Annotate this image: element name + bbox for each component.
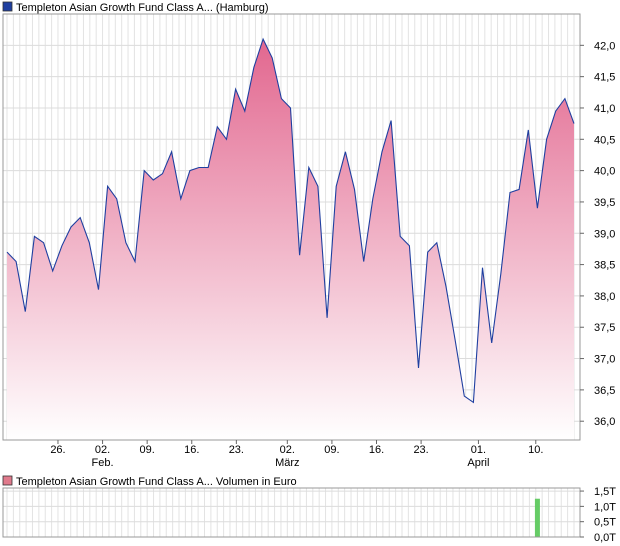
volume-y-tick-label: 1,5T xyxy=(594,486,616,498)
price-x-tick-month: März xyxy=(275,457,299,469)
price-y-tick-label: 37,0 xyxy=(594,354,615,366)
price-x-tick-day: 26. xyxy=(50,444,65,456)
price-y-tick-label: 41,5 xyxy=(594,72,615,84)
volume-bars xyxy=(534,498,540,537)
price-y-tick-label: 36,5 xyxy=(594,385,615,397)
price-y-tick-label: 39,5 xyxy=(594,197,615,209)
price-x-tick-day: 23. xyxy=(413,444,428,456)
volume-y-axis: 1,5T 1,0T 0,5T 0,0T xyxy=(580,486,616,544)
volume-plot-frame xyxy=(2,487,581,538)
price-x-tick-day: 02. xyxy=(280,444,295,456)
volume-legend-swatch xyxy=(2,475,13,486)
price-y-axis: 36,0 36,5 37,0 37,5 38,0 38,5 39,0 39,5 40,0 40,5… xyxy=(580,40,615,428)
volume-legend-label: Templeton Asian Growth Fund Class A... V… xyxy=(16,476,297,488)
volume-y-tick-label: 0,5T xyxy=(594,517,616,529)
price-x-tick-month: Feb. xyxy=(92,457,114,469)
price-y-tick-label: 42,0 xyxy=(594,40,615,52)
price-x-tick-day: 09. xyxy=(140,444,155,456)
price-y-tick-label: 37,5 xyxy=(594,322,615,334)
price-x-tick-day: 01. xyxy=(471,444,486,456)
price-y-tick-label: 40,0 xyxy=(594,166,615,178)
volume-grid xyxy=(3,488,580,538)
price-x-tick-day: 16. xyxy=(184,444,199,456)
volume-y-tick-label: 0,0T xyxy=(594,532,616,544)
volume-bar xyxy=(534,498,540,537)
price-y-tick-label: 38,0 xyxy=(594,291,615,303)
price-area-fill xyxy=(7,39,574,440)
price-y-tick-label: 36,0 xyxy=(594,416,615,428)
price-plot-frame xyxy=(2,13,581,441)
price-x-tick-day: 09. xyxy=(324,444,339,456)
price-x-tick-day: 02. xyxy=(95,444,110,456)
price-x-tick-month: April xyxy=(467,457,489,469)
price-y-tick-label: 40,5 xyxy=(594,134,615,146)
price-y-tick-label: 41,0 xyxy=(594,103,615,115)
price-y-tick-label: 39,0 xyxy=(594,228,615,240)
price-legend-label: Templeton Asian Growth Fund Class A... (… xyxy=(16,2,269,14)
volume-y-tick-label: 1,0T xyxy=(594,501,616,513)
price-x-tick-day: 23. xyxy=(229,444,244,456)
price-y-tick-label: 38,5 xyxy=(594,260,615,272)
price-legend-swatch xyxy=(2,1,13,12)
price-series-line xyxy=(6,37,575,404)
price-x-tick-day: 16. xyxy=(369,444,384,456)
price-x-tick-day: 10. xyxy=(528,444,543,456)
